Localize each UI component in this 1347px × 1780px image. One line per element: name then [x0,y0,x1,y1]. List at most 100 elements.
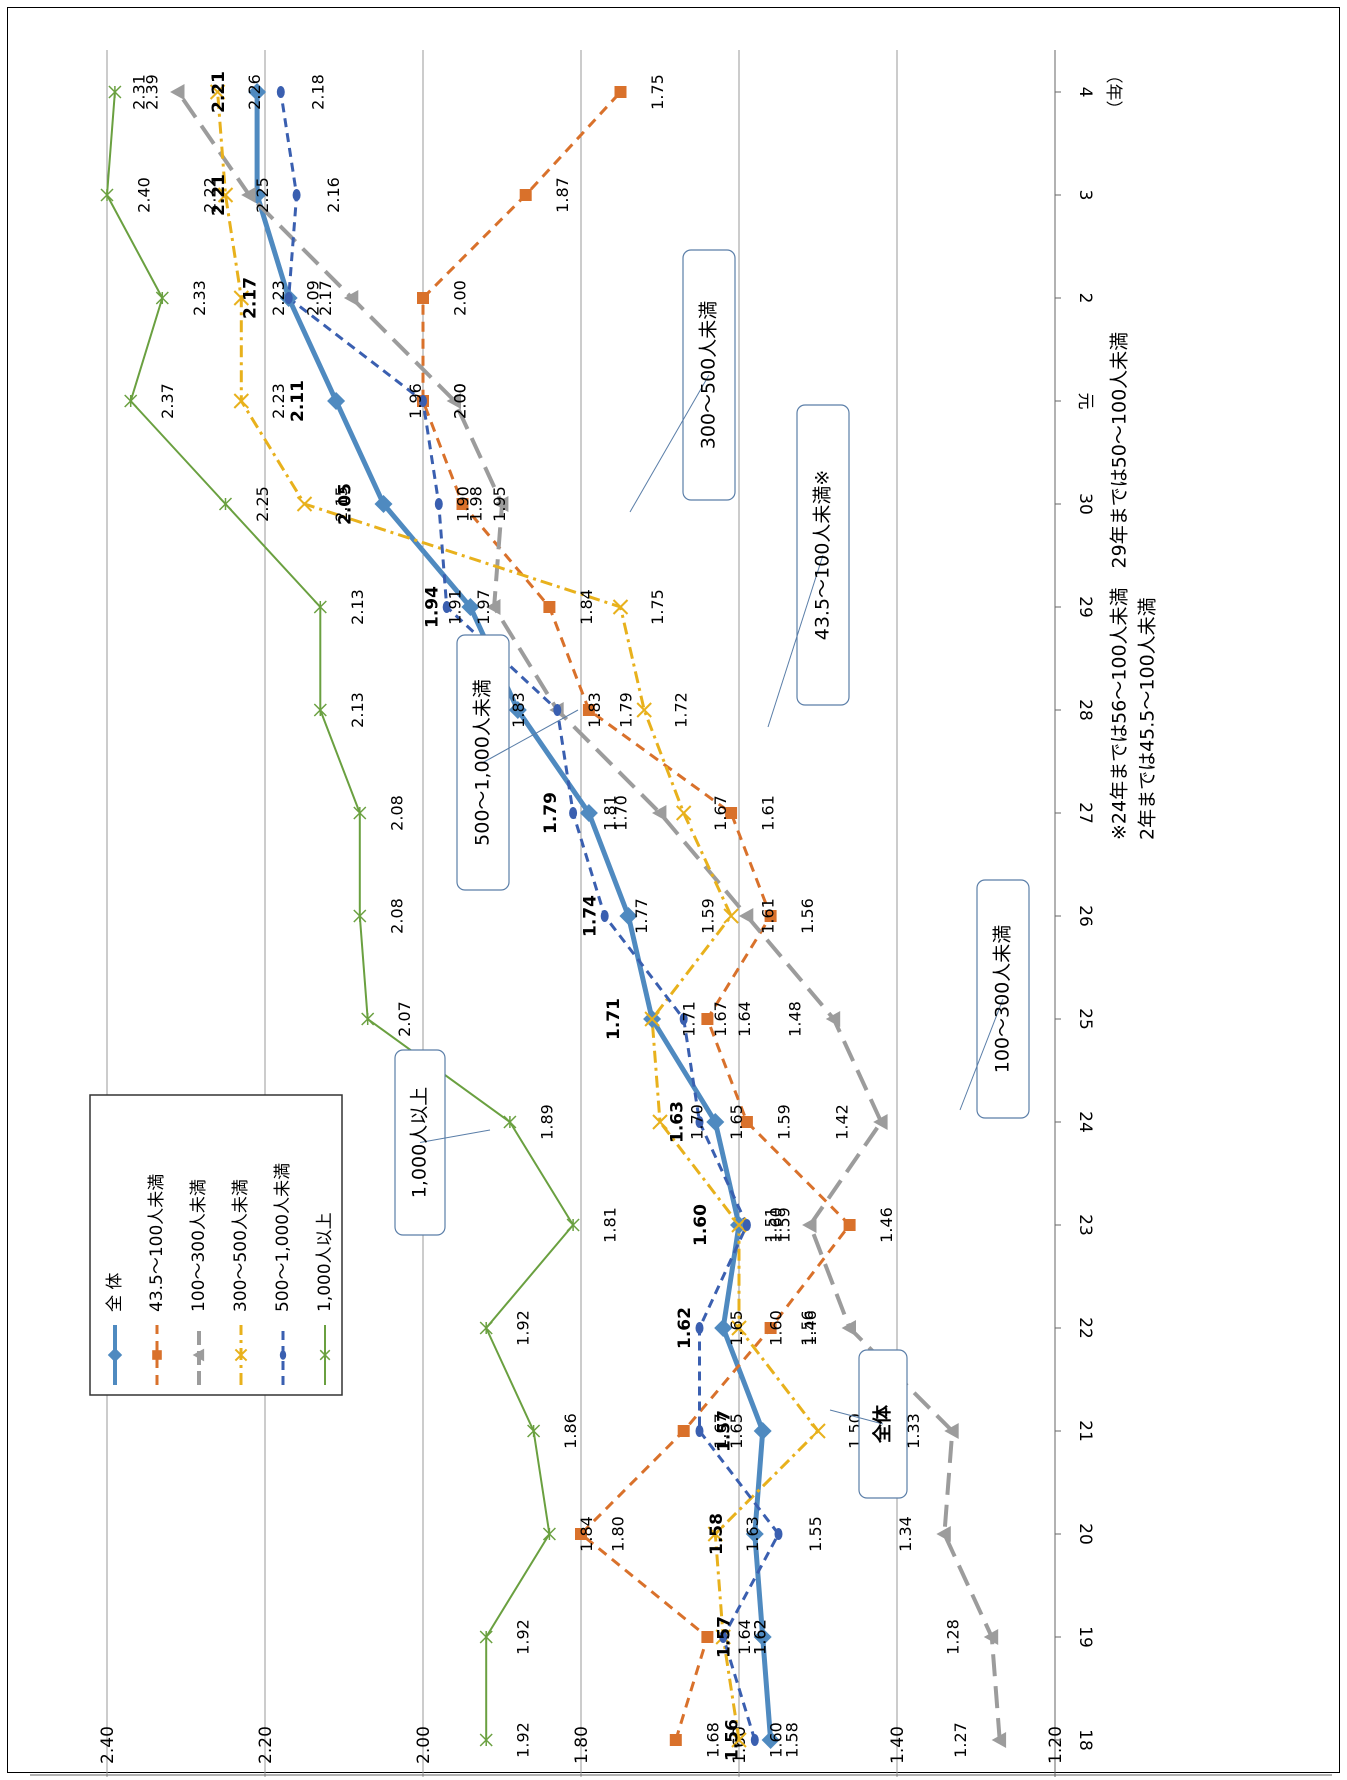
marker-1-6 [740,1116,753,1128]
marker-5-4 [479,1321,493,1335]
category-tick-3: 3 [1075,190,1095,201]
category-tick-4: 4 [1075,87,1095,98]
marker-4-14 [284,292,293,304]
data-label-3-7: 1.71 [680,1001,699,1037]
marker-5-14 [155,291,169,305]
category-tick-24: 24 [1075,1111,1095,1133]
data-label-4-15: 2.16 [324,177,343,213]
legend-marker-4 [279,1350,287,1360]
data-label-5-15: 2.40 [135,177,154,213]
data-label-0-8: 1.74 [580,895,600,937]
data-label-4-8: 1.77 [632,898,651,934]
data-label-5-1: 1.92 [514,1619,533,1655]
data-label-1-12: 1.95 [490,486,509,522]
marker-1-9 [725,807,738,819]
data-label-2-9: 1.70 [612,795,631,831]
category-tick-23: 23 [1075,1214,1095,1236]
marker-3-10 [636,702,652,718]
value-tick-2.40: 2.40 [98,1726,118,1764]
data-label-1-3: 1.67 [711,1413,730,1449]
category-tick-26: 26 [1075,905,1095,927]
data-label-4-14: 2.17 [316,280,335,316]
marker-4-11 [442,601,451,613]
marker-4-3 [695,1425,704,1437]
data-label-4-9: 1.81 [601,795,620,831]
data-label-0-4: 1.62 [675,1307,695,1349]
marker-4-2 [774,1528,783,1540]
data-label-0-2: 1.58 [707,1513,727,1555]
data-label-5-4: 1.92 [514,1310,533,1346]
marker-3-0 [731,1732,747,1748]
category-tick-30: 30 [1075,493,1095,515]
marker-3-15 [217,187,234,203]
legend-marker-3 [234,1348,248,1362]
marker-2-13 [446,393,461,409]
data-label-2-13: 1.96 [406,383,425,419]
data-label-3-10: 1.72 [672,692,691,728]
data-label-3-2: 1.63 [743,1516,762,1552]
marker-0-13 [327,392,346,410]
marker-3-9 [675,805,692,821]
data-label-0-11: 1.94 [422,586,442,628]
marker-3-8 [723,908,739,924]
data-label-0-7: 1.71 [604,998,624,1040]
marker-5-7 [361,1012,375,1026]
data-label-0-14: 2.17 [241,277,261,319]
data-label-2-12: 1.90 [454,486,473,522]
data-label-0-3: 1.57 [715,1410,735,1452]
marker-5-5 [566,1218,580,1232]
data-label-2-14: 2.09 [303,280,322,316]
data-label-1-7: 1.64 [735,1001,754,1037]
marker-0-16 [248,83,267,101]
data-label-5-8: 2.08 [387,898,406,934]
legend: 全 体 43.5～100人未満 100～300人未満 300～500人未満 500～1,… [89,1094,343,1396]
value-tick-1.40: 1.40 [888,1726,908,1764]
data-label-4-7: 1.67 [711,1001,730,1037]
marker-2-14 [343,290,359,306]
data-label-2-8: 1.59 [698,898,717,934]
legend-label-3: 300～500人未満 [231,1179,251,1312]
data-label-0-16: 2.21 [209,71,229,113]
marker-1-15 [519,189,532,201]
marker-3-12 [296,496,313,512]
data-label-0-9: 1.79 [541,792,561,834]
marker-3-5 [731,1217,747,1233]
marker-4-6 [695,1116,704,1128]
value-tick-2.00: 2.00 [414,1726,434,1764]
marker-5-10 [313,703,327,717]
category-tick-28: 28 [1075,699,1095,721]
data-label-3-6: 1.70 [688,1104,707,1140]
marker-4-7 [679,1013,688,1025]
data-label-5-2: 1.84 [577,1516,596,1552]
value-tick-2.20: 2.20 [256,1726,276,1764]
data-label-4-5: 1.59 [774,1207,793,1243]
marker-1-3 [677,1425,690,1437]
data-label-4-6: 1.65 [727,1104,746,1140]
data-label-5-5: 1.81 [601,1207,620,1243]
data-label-2-7: 1.48 [785,1001,804,1037]
marker-4-15 [292,189,301,201]
callout-4: 43.5～100人未満※ [767,404,850,728]
callout-2: 500～1,000人未満 [456,634,579,891]
marker-2-2 [936,1526,951,1542]
marker-2-11 [486,599,501,615]
marker-2-0 [991,1732,1007,1748]
callout-0: 全体 [829,1349,908,1499]
marker-1-2 [575,1528,587,1540]
data-label-2-0: 1.27 [951,1722,970,1758]
data-label-5-11: 2.13 [348,589,367,625]
data-label-3-11: 1.75 [648,589,667,625]
data-label-5-9: 2.08 [387,795,406,831]
data-label-1-0: 1.68 [703,1722,722,1758]
data-label-2-4: 1.46 [801,1310,820,1346]
marker-1-0 [669,1734,682,1746]
footnote-0: ※24年までは56～100人未満 29年までは50～100人未満 [1109,332,1131,840]
data-label-3-4: 1.60 [767,1310,786,1346]
marker-3-7 [644,1011,660,1027]
category-tick-18: 18 [1075,1729,1095,1751]
data-label-4-13: 2.00 [451,383,470,419]
value-tick-1.80: 1.80 [572,1726,592,1764]
marker-4-4 [695,1322,704,1334]
data-label-1-8: 1.56 [798,898,817,934]
